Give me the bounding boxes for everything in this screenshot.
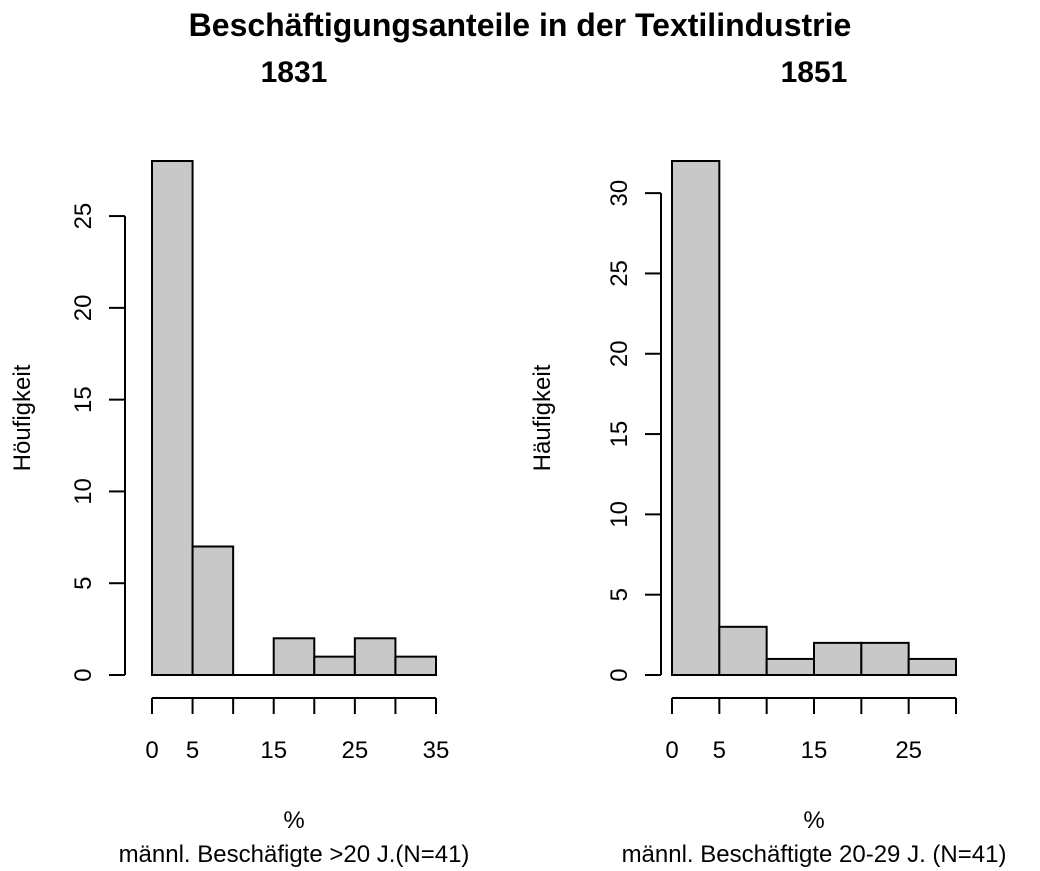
panel-title-1851: 1851 (781, 56, 848, 89)
bar-1851-20-25 (860, 641, 910, 676)
figure-title: Beschäftigungsanteile in der Textilindus… (189, 7, 852, 43)
x-axis-label-1831: % (283, 807, 304, 834)
histogram-1851: 1851 0 5 10 15 20 25 30 0 5 15 25 Häufigkeit % mä… (529, 56, 1006, 868)
x-tick-label-1831-15: 15 (260, 737, 287, 764)
y-tick-label-1851-25: 25 (606, 260, 633, 287)
y-tick-label-1851-0: 0 (606, 668, 633, 681)
y-axis-label-1851: Häufigkeit (529, 364, 556, 471)
y-tick-label-1831-15: 15 (70, 386, 97, 413)
y-tick-label-1851-20: 20 (606, 340, 633, 367)
y-axis-1831: 0 5 10 15 20 25 (70, 203, 126, 682)
bars-1831 (151, 160, 437, 677)
x-tick-label-1851-15: 15 (801, 737, 828, 764)
y-tick-label-1851-30: 30 (606, 180, 633, 207)
bar-1851-25-30 (907, 657, 958, 676)
x-axis-sublabel-1831: männl. Beschäfigte >20 J.(N=41) (119, 841, 470, 868)
y-tick-label-1851-10: 10 (606, 501, 633, 528)
bar-1831-0-5 (151, 160, 194, 676)
bars-1851 (671, 160, 958, 676)
x-axis-1831: 0 5 15 25 35 (145, 697, 450, 764)
x-tick-label-1851-25: 25 (895, 737, 922, 764)
y-tick-label-1831-20: 20 (70, 295, 97, 322)
x-tick-label-1831-0: 0 (145, 737, 158, 764)
x-tick-label-1831-35: 35 (423, 737, 450, 764)
x-axis-sublabel-1851: männl. Beschäftigte 20-29 J. (N=41) (622, 841, 1007, 868)
y-axis-label-1831: Höufigkeit (9, 364, 36, 471)
bar-1831-25-30 (353, 637, 397, 676)
panel-title-1831: 1831 (261, 56, 328, 89)
x-tick-label-1831-5: 5 (186, 737, 199, 764)
bar-1831-5-10 (191, 545, 235, 676)
x-axis-1851: 0 5 15 25 (665, 697, 957, 764)
y-tick-label-1831-25: 25 (70, 203, 97, 230)
x-tick-label-1851-5: 5 (713, 737, 726, 764)
bar-1851-0-5 (671, 160, 721, 676)
x-tick-label-1851-0: 0 (665, 737, 678, 764)
bar-1831-30-35 (394, 655, 437, 677)
bar-1831-15-20 (272, 637, 316, 676)
bar-1851-15-20 (813, 641, 863, 676)
y-tick-label-1851-15: 15 (606, 421, 633, 448)
bar-1831-20-25 (313, 655, 356, 677)
histogram-1831: 1831 0 5 10 15 20 25 0 5 15 25 35 Höufigkeit % mä… (9, 56, 469, 868)
x-tick-label-1831-25: 25 (342, 737, 369, 764)
bar-1851-10-15 (765, 657, 816, 676)
y-tick-label-1831-0: 0 (70, 668, 97, 681)
bar-1851-5-10 (718, 625, 768, 676)
y-axis-1851: 0 5 10 15 20 25 30 (606, 180, 662, 682)
y-tick-label-1851-5: 5 (606, 588, 633, 601)
x-axis-label-1851: % (803, 807, 824, 834)
y-tick-label-1831-10: 10 (70, 478, 97, 505)
y-tick-label-1831-5: 5 (70, 577, 97, 590)
